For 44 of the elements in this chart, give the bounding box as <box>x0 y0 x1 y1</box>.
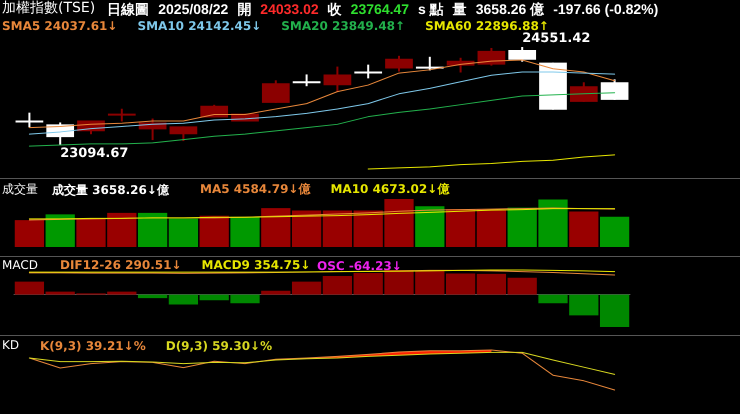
chart-title: MACD <box>2 258 38 272</box>
chart-title: 加權指數(TSE) <box>2 0 96 16</box>
bar <box>138 212 168 247</box>
bar <box>446 209 476 247</box>
text: 量 <box>452 1 467 17</box>
text: s 點 <box>418 1 444 17</box>
candlestick <box>16 112 44 128</box>
bar <box>230 216 260 247</box>
text: 日線圖 <box>107 1 150 17</box>
bar <box>476 210 506 247</box>
text: 3658.26 億 <box>476 1 546 17</box>
text: 23764.47 <box>350 1 410 17</box>
series-label: MA5 4584.79↓億 <box>200 182 312 196</box>
series-label: DIF12-26 290.51↓ <box>60 258 182 272</box>
bar <box>138 294 168 298</box>
bar <box>46 214 75 247</box>
candlestick <box>354 64 382 80</box>
text: SMA60 22896.88↑ <box>425 19 549 33</box>
series-label: MACD9 354.75↓ <box>202 258 310 272</box>
bar <box>14 220 44 247</box>
bar <box>200 216 229 247</box>
annotation: 23094.67 <box>60 146 128 161</box>
series-label: 成交量 3658.26↓億 <box>51 183 170 197</box>
series-label: OSC -64.23↓ <box>317 259 402 273</box>
text: 24551.42 <box>522 31 590 46</box>
series-label: D(9,3) 59.30↓% <box>166 339 272 353</box>
bar <box>168 218 198 247</box>
series-label: MA10 4673.02↓億 <box>330 182 450 196</box>
bar <box>600 216 630 247</box>
text: -197.66 (-0.82%) <box>553 1 658 17</box>
text: 收 <box>328 1 343 17</box>
text: 2025/08/22 <box>158 1 228 17</box>
text: 開 <box>237 1 252 17</box>
series-label: K(9,3) 39.21↓% <box>40 339 146 353</box>
chart-title: 成交量 <box>2 182 38 196</box>
bar <box>415 206 444 247</box>
text: SMA10 24142.45↓ <box>137 19 262 33</box>
bar <box>569 211 598 247</box>
candlestick <box>292 73 320 88</box>
text: SMA5 24037.61↓ <box>2 19 118 33</box>
text: 24033.02 <box>260 1 319 17</box>
text: SMA20 23849.48↑ <box>281 19 406 33</box>
candlestick <box>108 108 136 122</box>
chart-title: KD <box>2 338 20 352</box>
